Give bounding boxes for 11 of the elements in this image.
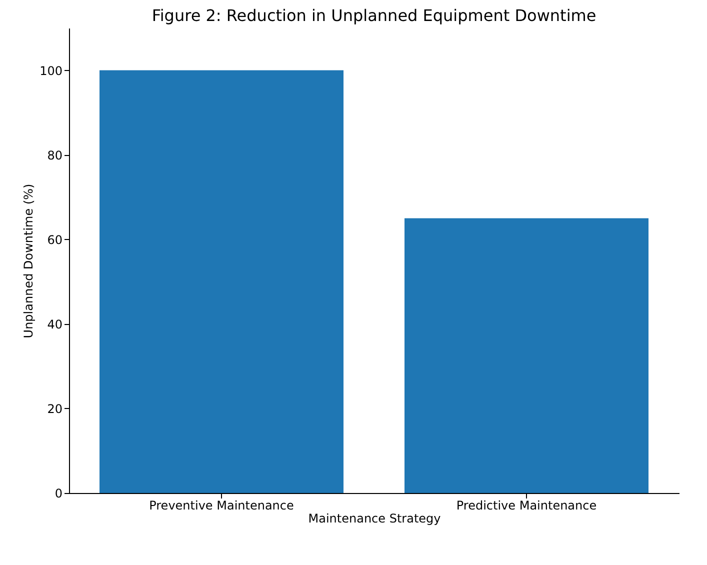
x-tick-label: Preventive Maintenance	[149, 498, 294, 512]
y-tick-label: 100	[40, 64, 62, 78]
x-axis-title: Maintenance Strategy	[308, 512, 441, 526]
y-tick-label: 0	[54, 486, 62, 500]
x-tick-label: Predictive Maintenance	[456, 498, 597, 512]
chart-title: Figure 2: Reduction in Unplanned Equipment Downtime	[152, 6, 596, 25]
y-tick-label: 20	[47, 402, 62, 416]
y-axis-title: Unplanned Downtime (%)	[22, 184, 36, 338]
y-tick-label: 40	[47, 317, 62, 332]
y-tick-label: 60	[47, 232, 62, 247]
y-tick-label: 80	[47, 148, 62, 162]
